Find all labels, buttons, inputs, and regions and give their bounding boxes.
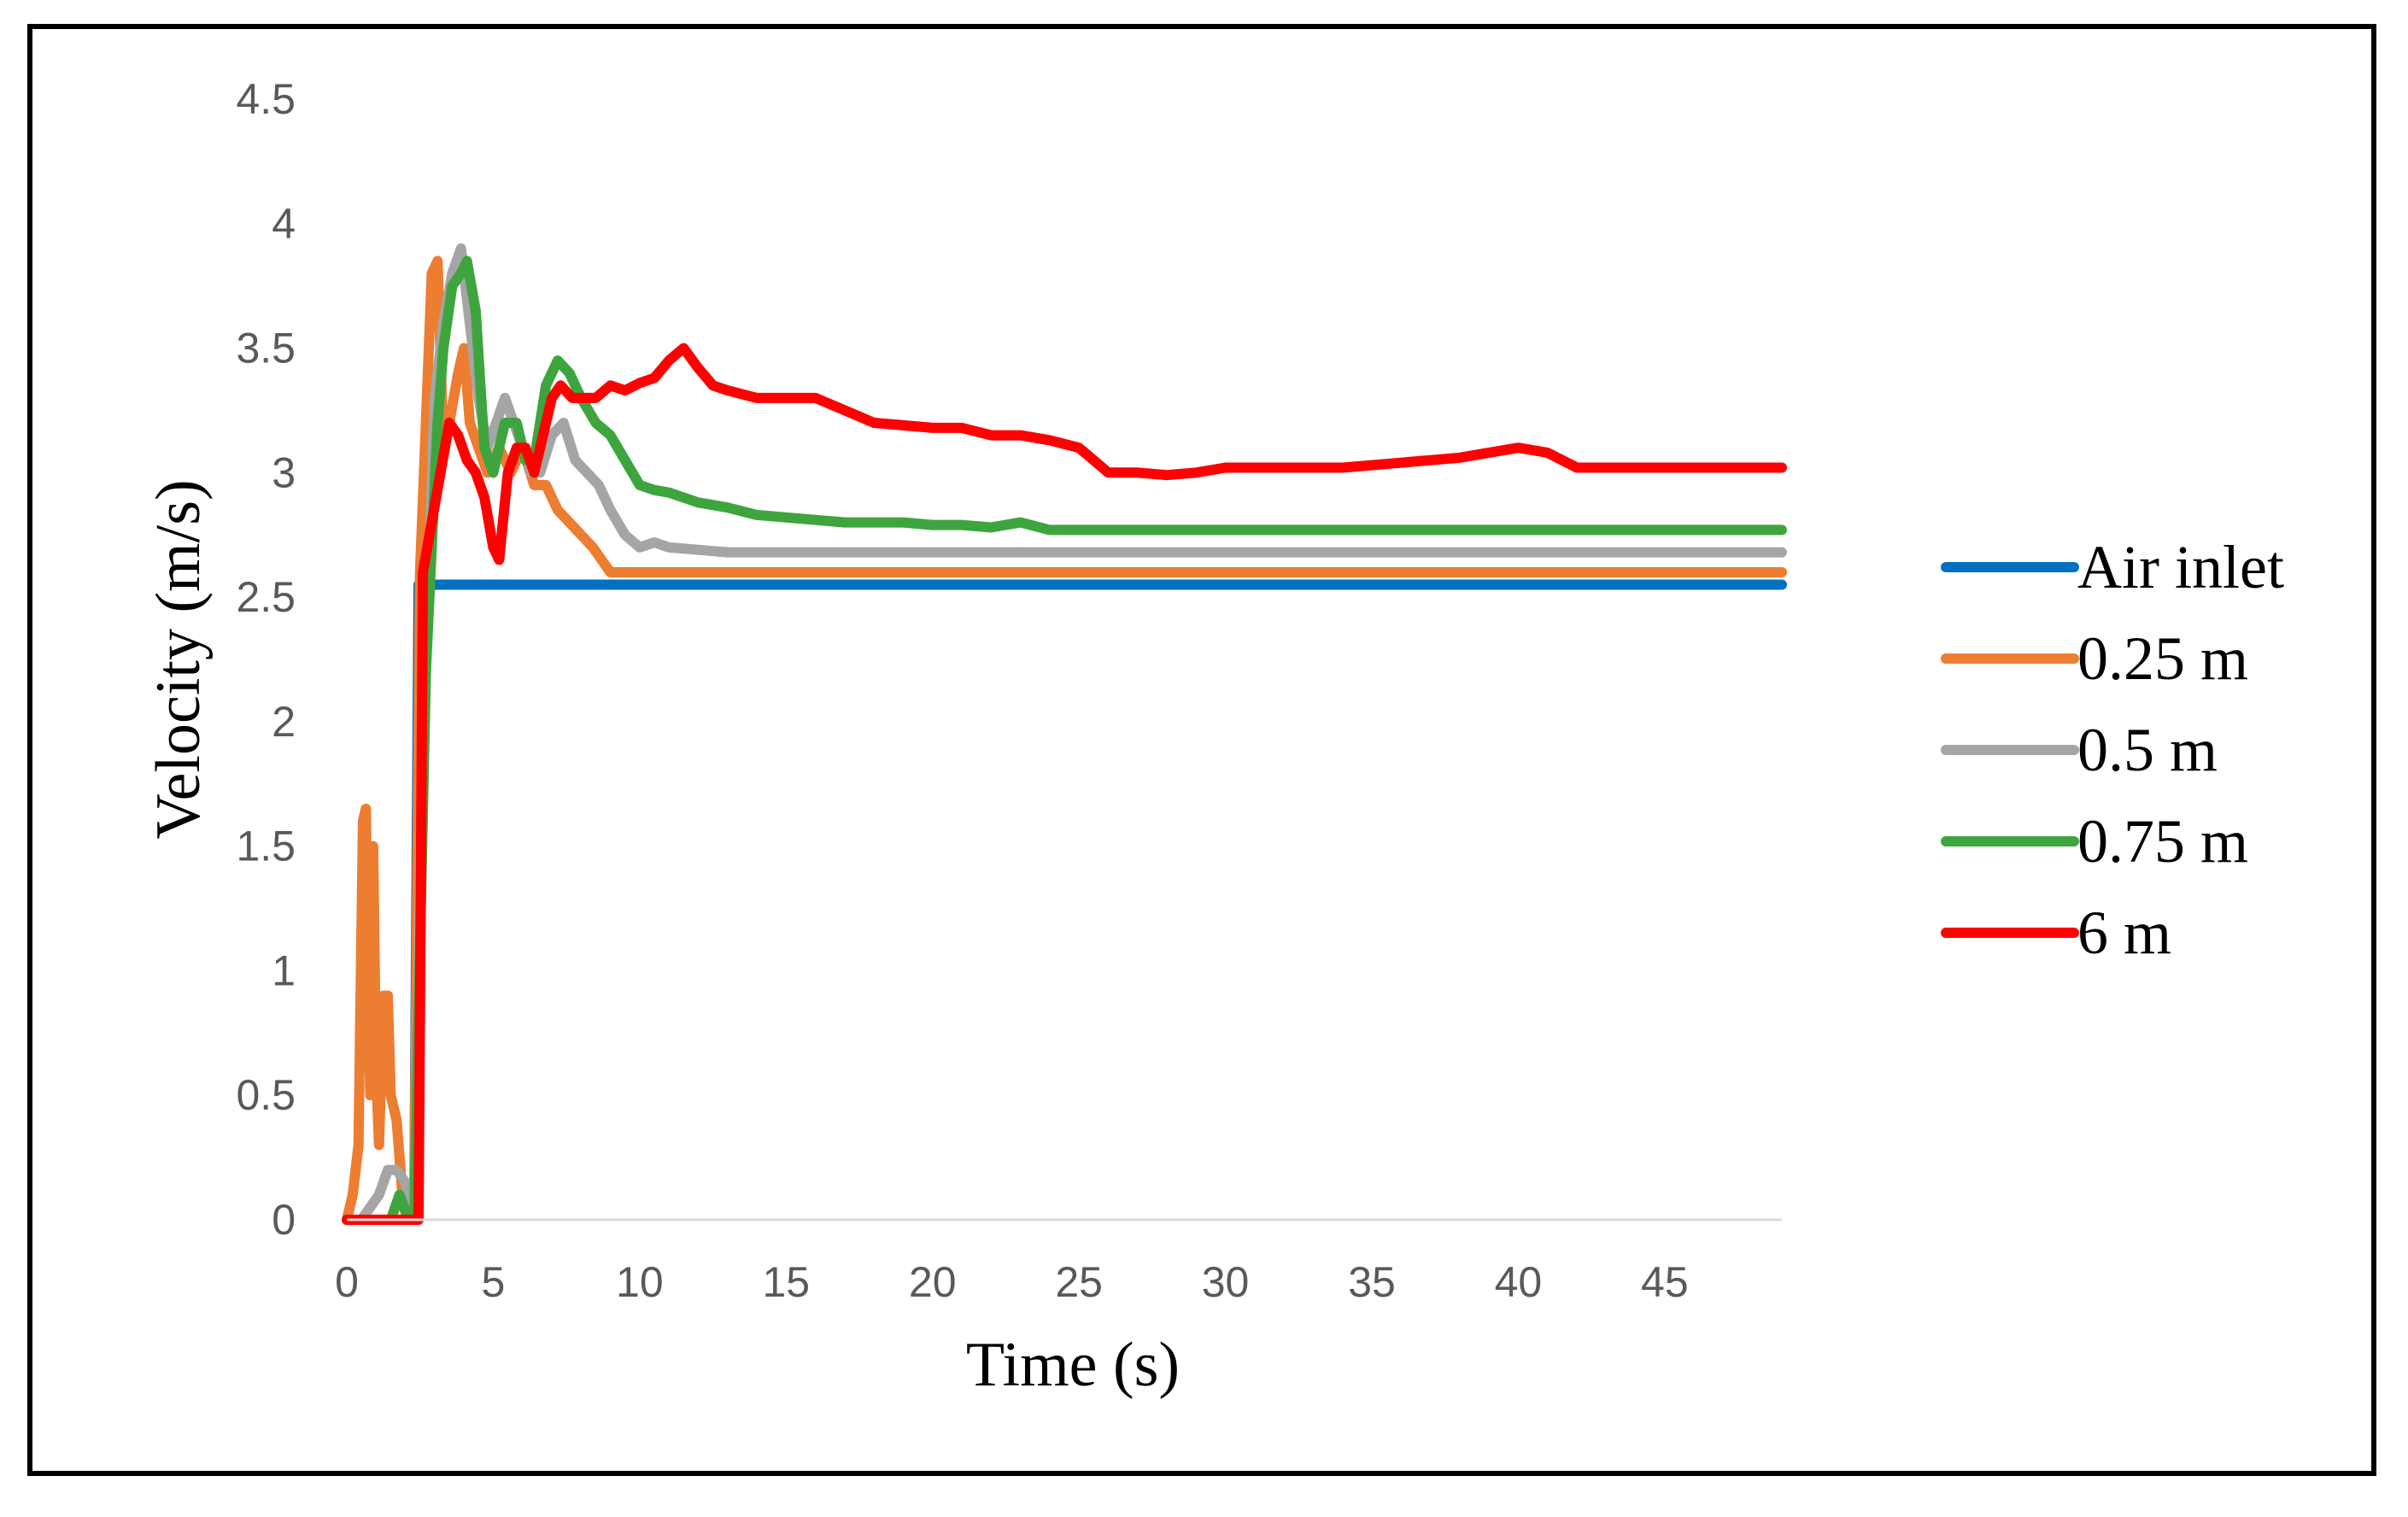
legend-label-0: Air inlet <box>2077 533 2284 601</box>
x-tick-label: 30 <box>1202 1258 1250 1306</box>
y-tick-label: 4 <box>272 200 296 248</box>
series-line-1 <box>342 255 1787 1225</box>
chart-frame: 0 0.5 1 1.5 2 2.5 3 3.5 4 4.5 0 5 10 15 20 25 30 35 40 45 T… <box>27 24 2376 1476</box>
y-tick-label: 1.5 <box>236 823 296 870</box>
x-axis-title: Time (s) <box>966 1330 1180 1400</box>
y-tick-label: 3.5 <box>236 325 296 372</box>
y-tick-label: 2.5 <box>236 573 296 621</box>
series-line-4 <box>342 343 1787 1225</box>
legend: Air inlet 0.25 m 0.5 m 0.75 m 6 m <box>1941 533 2284 967</box>
x-tick-label: 25 <box>1055 1258 1103 1306</box>
x-tick-label: 10 <box>616 1258 664 1306</box>
tick-layer: 0 0.5 1 1.5 2 2.5 3 3.5 4 4.5 0 5 10 15 20 25 30 35 40 45 <box>236 75 1688 1306</box>
velocity-chart: 0 0.5 1 1.5 2 2.5 3 3.5 4 4.5 0 5 10 15 20 25 30 35 40 45 T… <box>144 75 2284 1400</box>
legend-label-2: 0.5 m <box>2077 716 2218 784</box>
x-tick-label: 45 <box>1641 1258 1689 1306</box>
legend-label-1: 0.25 m <box>2077 624 2248 693</box>
series-line-0 <box>342 579 1787 1225</box>
x-tick-label: 35 <box>1348 1258 1396 1306</box>
series-layer <box>342 243 1787 1225</box>
y-tick-label: 0 <box>272 1196 296 1244</box>
y-tick-label: 0.5 <box>236 1071 296 1119</box>
legend-label-3: 0.75 m <box>2077 807 2248 876</box>
x-tick-label: 0 <box>335 1258 359 1306</box>
y-tick-label: 2 <box>272 698 296 746</box>
x-tick-label: 40 <box>1495 1258 1543 1306</box>
y-tick-label: 4.5 <box>236 75 296 123</box>
y-axis-title: Velocity (m/s) <box>144 479 214 839</box>
x-tick-label: 20 <box>909 1258 957 1306</box>
x-tick-label: 5 <box>482 1258 506 1306</box>
y-tick-label: 3 <box>272 448 296 496</box>
y-tick-label: 1 <box>272 946 296 994</box>
x-tick-label: 15 <box>762 1258 810 1306</box>
series-line-2 <box>342 243 1787 1225</box>
series-line-3 <box>342 255 1787 1225</box>
legend-label-4: 6 m <box>2077 899 2171 967</box>
